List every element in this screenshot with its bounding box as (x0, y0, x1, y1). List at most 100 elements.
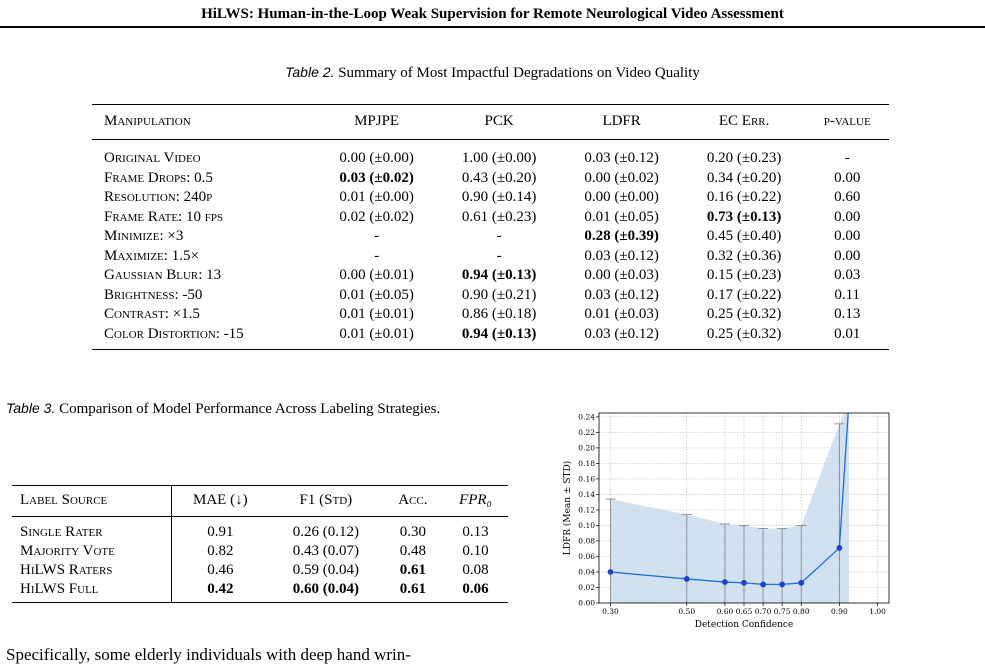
table2-cell: 1.00 (±0.00) (461, 150, 537, 166)
data-point (722, 579, 728, 585)
table2-cell: 0.00 (±0.00) (339, 150, 414, 166)
x-tick-label: 0.70 (755, 607, 772, 616)
x-tick-label: 0.80 (793, 607, 810, 616)
y-tick-label: 0.02 (578, 583, 595, 592)
table2-cell: 0.43 (±0.20) (461, 169, 537, 186)
table3-cell: 0.82 (207, 543, 234, 559)
x-tick-label: 0.50 (678, 607, 695, 616)
table2-cell: 0.01 (±0.00) (339, 189, 414, 205)
data-point (741, 579, 747, 586)
body-text: Specifically, some elderly individuals w… (6, 645, 411, 664)
table2-cell: 0.01 (±0.01) (339, 306, 414, 322)
table2-cell: 0.61 (±0.23) (461, 208, 537, 225)
table3-col-f1: F1 (Std) (268, 485, 383, 517)
table2-cell: 0.25 (±0.32) (706, 306, 782, 322)
table2-cell: Minimize: ×3 (104, 228, 184, 244)
table2-row: Frame Rate: 10 fps 0.02 (±0.02) 0.61 (±0.2… (92, 208, 889, 228)
table3-row: HiLWS Full 0.42 0.60 (0.04) 0.61 0.06 (12, 580, 508, 603)
std-band (610, 413, 849, 603)
table2-cell: 0.00 (±0.01) (339, 267, 414, 283)
table3-cell: HiLWS Full (12, 580, 172, 603)
table3-row: Majority Vote 0.82 0.43 (0.07) 0.48 0.10 (12, 542, 508, 561)
x-tick-label: 0.30 (602, 607, 619, 616)
data-point (760, 581, 766, 588)
table2-row: Resolution: 240p 0.01 (±0.00) 0.90 (±0.14)… (92, 188, 889, 208)
table3-cell: 0.59 (0.04) (292, 562, 359, 578)
table2-cell: 0.00 (±0.02) (584, 169, 659, 186)
table2-cell: 0.03 (±0.12) (584, 286, 659, 303)
table2-cell: 0.25 (±0.32) (706, 325, 782, 342)
table3: Label Source MAE (↓) F1 (Std) Acc. FPR₀ … (12, 485, 508, 603)
table2-cell: 0.00 (834, 228, 861, 244)
table2-row: Brightness: -50 0.01 (±0.05) 0.90 (±0.21) 0… (92, 286, 889, 306)
table3-header-row: Label Source MAE (↓) F1 (Std) Acc. FPR₀ (12, 485, 508, 517)
table2-row: Gaussian Blur: 13 0.00 (±0.01) 0.94 (±0.13… (92, 266, 889, 286)
y-tick-label: 0.04 (578, 567, 595, 576)
table2-cell: 0.02 (±0.02) (339, 208, 414, 225)
table2-cell: 0.60 (834, 189, 861, 205)
table2-cell: 0.45 (±0.40) (706, 228, 782, 244)
table2-cell: Frame Drops: 0.5 (104, 169, 213, 186)
table3-cell: HiLWS Raters (12, 561, 172, 580)
table3-cell: 0.42 (207, 581, 234, 597)
table3-row: HiLWS Raters 0.46 0.59 (0.04) 0.61 0.08 (12, 561, 508, 580)
table2-cell: 0.03 (±0.12) (584, 247, 659, 264)
table2-col-pck: PCK (437, 104, 561, 140)
table2-cell: - (374, 247, 380, 264)
table2-cell: 0.00 (±0.03) (584, 267, 659, 283)
table2-cell: 0.00 (834, 169, 861, 186)
table2-cell: 0.16 (±0.22) (706, 189, 782, 205)
y-axis-label: LDFR (Mean ± STD) (562, 461, 573, 555)
table2-cell: Color Distortion: -15 (104, 325, 244, 342)
header-rule (0, 26, 985, 28)
table3-cell: 0.60 (0.04) (292, 581, 359, 597)
table3-cell: 0.30 (399, 524, 426, 540)
table2-cell: 0.13 (834, 306, 861, 322)
table2-caption: Table 2. Summary of Most Impactful Degra… (0, 64, 985, 82)
table2-col-ec-err: EC Err. (682, 104, 806, 140)
table2-cell: 0.17 (±0.22) (706, 286, 782, 303)
table2-col-p-value: p-value (805, 104, 889, 140)
table2-row: Color Distortion: -15 0.01 (±0.01) 0.94 (±… (92, 325, 889, 350)
table2-cell: Maximize: 1.5× (104, 247, 199, 264)
table2-cell: 0.94 (±0.13) (461, 267, 537, 283)
table2-row: Contrast: ×1.5 0.01 (±0.01) 0.86 (±0.18) 0.… (92, 305, 889, 325)
table2-cell: 0.34 (±0.20) (706, 169, 782, 186)
x-axis-label: Detection Confidence (695, 620, 793, 630)
table2-cell: 0.03 (±0.12) (584, 150, 659, 166)
table2-cell: 0.32 (±0.36) (706, 247, 782, 264)
table2-cell: 0.00 (834, 247, 861, 264)
table3-caption: Table 3. Comparison of Model Performance… (6, 398, 474, 419)
table2: Manipulation MPJPE PCK LDFR EC Err. p-va… (92, 104, 889, 350)
table2-cell: Original Video (104, 150, 201, 166)
table3-row: Single Rater 0.91 0.26 (0.12) 0.30 0.13 (12, 516, 508, 542)
table2-cell: - (374, 228, 380, 244)
y-tick-label: 0.22 (578, 428, 595, 437)
y-tick-label: 0.20 (578, 443, 595, 452)
running-head: HiLWS: Human-in-the-Loop Weak Supervisio… (201, 6, 784, 22)
table2-col-mpjpe: MPJPE (315, 104, 438, 140)
y-tick-label: 0.10 (578, 521, 595, 530)
table3-col-label-source: Label Source (12, 485, 172, 517)
table2-cell: 0.86 (±0.18) (461, 306, 537, 322)
table3-caption-text: Comparison of Model Performance Across L… (59, 401, 441, 417)
table2-cell: 0.15 (±0.23) (706, 267, 782, 283)
table3-cell: 0.61 (399, 581, 426, 597)
table2-cell: 0.03 (834, 267, 861, 283)
table2-cell: - (496, 247, 502, 264)
y-tick-label: 0.12 (578, 505, 595, 514)
table2-cell: Resolution: 240p (104, 189, 213, 205)
table3-cell: 0.10 (462, 543, 489, 559)
table2-cell: Contrast: ×1.5 (104, 306, 200, 322)
table2-cell: 0.73 (±0.13) (706, 208, 782, 225)
y-tick-label: 0.24 (578, 412, 595, 421)
table3-cell: Single Rater (12, 516, 172, 542)
table2-cell: 0.03 (±0.02) (339, 169, 414, 186)
table3-cell: 0.48 (399, 543, 426, 559)
table2-row: Frame Drops: 0.5 0.03 (±0.02) 0.43 (±0.20)… (92, 169, 889, 189)
table2-cell: 0.01 (±0.05) (584, 208, 659, 225)
table2-row: Original Video 0.00 (±0.00) 1.00 (±0.00) 0.… (92, 140, 889, 169)
y-tick-label: 0.14 (578, 490, 595, 499)
table2-row: Maximize: 1.5× - - 0.03 (±0.12) 0.32 (±0.36)… (92, 247, 889, 267)
table2-cell: 0.20 (±0.23) (706, 150, 782, 166)
